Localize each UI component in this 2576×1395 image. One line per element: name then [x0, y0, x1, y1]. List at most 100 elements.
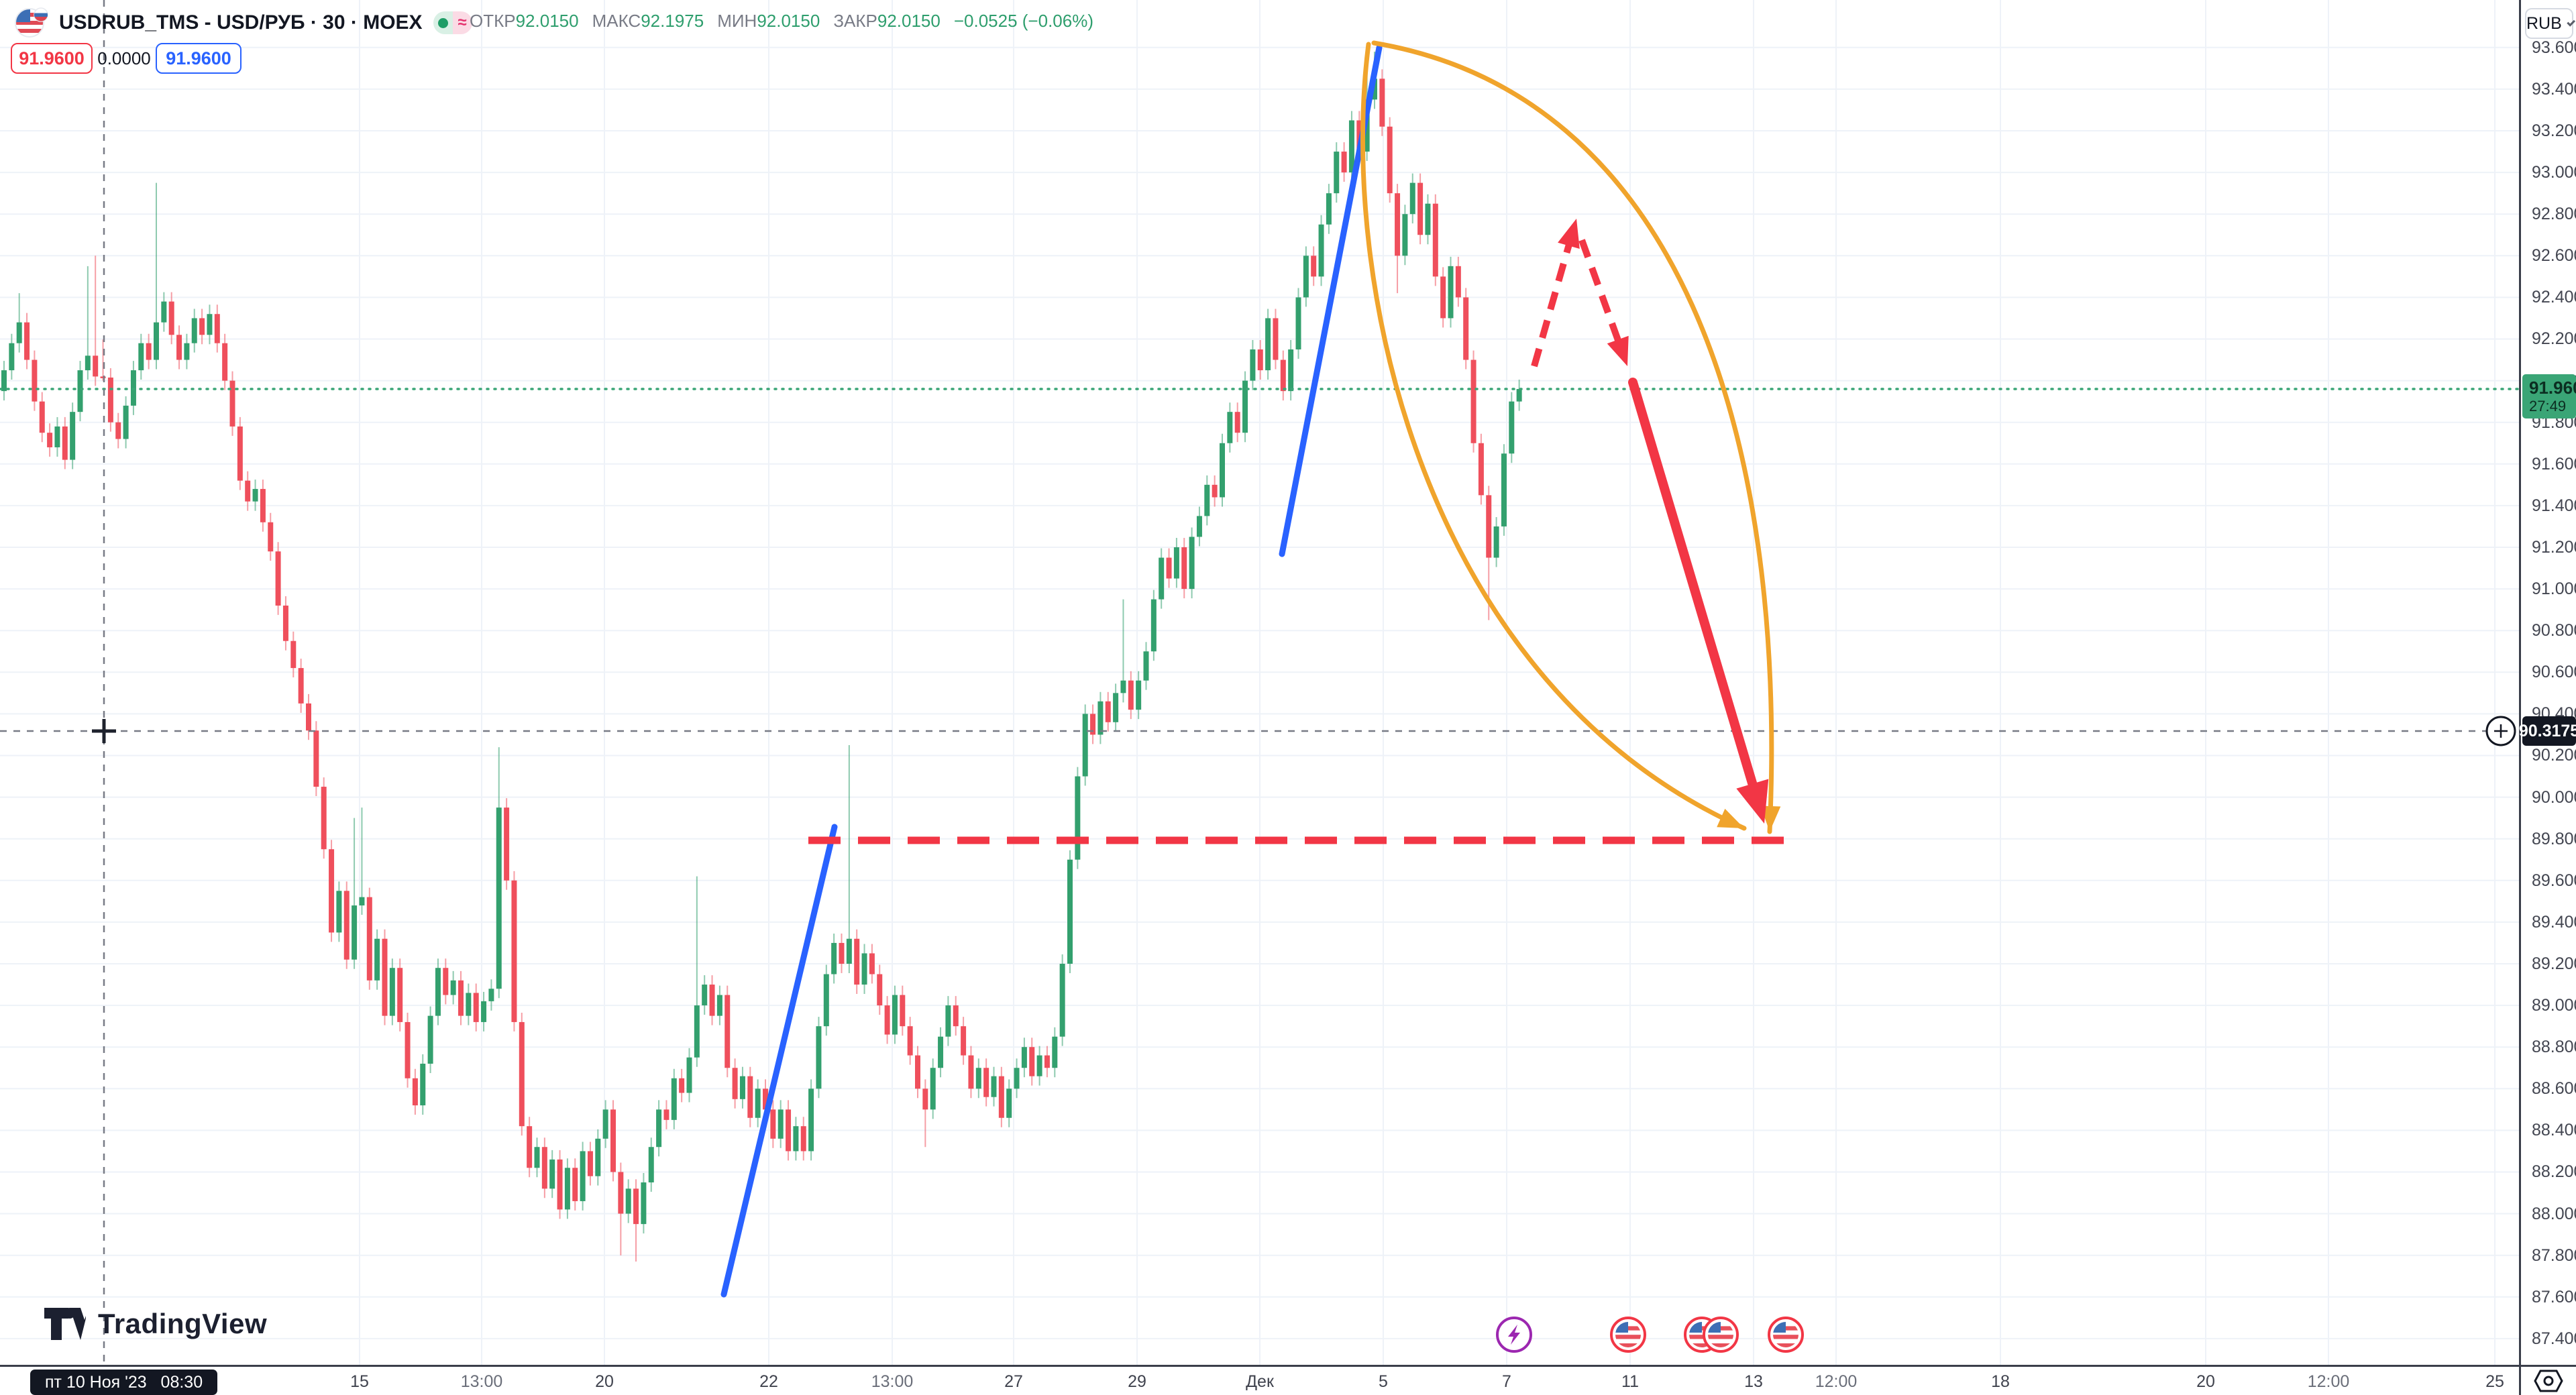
crosshair-time-value: пт 10 Ноя '23 08:30	[45, 1372, 203, 1392]
us-flag-event-icon[interactable]	[1703, 1317, 1739, 1353]
chart-pane[interactable]	[0, 0, 2519, 1365]
candles	[1, 52, 1522, 1262]
ellipse-left-arc[interactable]	[1360, 42, 1747, 831]
legend-item: МИН92.0150	[717, 11, 820, 31]
last-price-value: 91.9600	[2529, 378, 2576, 398]
last-price-badge[interactable]: 91.9600 27:49	[2522, 374, 2576, 418]
price-tick-label: 88.8000	[2532, 1038, 2576, 1057]
crosshair-price-badge: 90.3175	[2518, 716, 2576, 746]
time-tick-label: 13:00	[871, 1372, 914, 1391]
tradingview-logo-text: TradingView	[98, 1308, 268, 1339]
symbol-title[interactable]: USDRUB_TMS - USD/РУБ · 30 · MOEX	[59, 11, 423, 34]
trend-line-1[interactable]	[720, 824, 838, 1298]
time-tick-label: Дек	[1246, 1372, 1274, 1391]
symbol-flag-icon	[15, 7, 48, 38]
bar-countdown: 27:49	[2529, 398, 2567, 414]
time-tick-label: 27	[1004, 1372, 1023, 1391]
trade-buttons-row: 91.9600 0.0000 91.9600	[11, 43, 241, 74]
price-tick-label: 89.0000	[2532, 996, 2576, 1015]
price-scale-settings-icon[interactable]	[2534, 1370, 2563, 1392]
currency-selector-button[interactable]: RUB	[2525, 8, 2575, 39]
price-tick-label: 91.2000	[2532, 537, 2576, 557]
us-flag-event-icon[interactable]	[1610, 1317, 1646, 1353]
price-tick-label: 90.0000	[2532, 787, 2576, 807]
legend-item: МАКС92.1975	[592, 11, 704, 31]
time-tick-label: 25	[2485, 1372, 2504, 1391]
add-order-plus-button[interactable]	[2485, 716, 2516, 746]
price-tick-label: 87.8000	[2532, 1245, 2576, 1265]
time-tick-label: 7	[1502, 1372, 1511, 1391]
crosshair-cross-icon	[92, 719, 116, 743]
time-tick-label: 29	[1128, 1372, 1146, 1391]
axis-settings-corner[interactable]	[2519, 1365, 2576, 1395]
spread-value: 0.0000	[97, 48, 151, 68]
price-tick-label: 87.4000	[2532, 1329, 2576, 1348]
ellipse-left-arc-arrowhead	[1717, 808, 1744, 828]
tradingview-logo-icon	[44, 1308, 86, 1340]
time-tick-label: 18	[1991, 1372, 2010, 1391]
time-tick-label: 20	[595, 1372, 614, 1391]
chart-header: USDRUB_TMS - USD/РУБ · 30 · MOEX ≈	[15, 7, 472, 39]
ohlc-legend: ОТКР92.0150 МАКС92.1975 МИН92.0150 ЗАКР92.0…	[470, 11, 1093, 32]
price-tick-label: 89.8000	[2532, 829, 2576, 848]
candlestick-chart-canvas[interactable]	[0, 0, 2519, 1365]
time-tick-label: 13:00	[460, 1372, 503, 1391]
time-tick-label: 5	[1379, 1372, 1388, 1391]
price-tick-label: 89.2000	[2532, 954, 2576, 973]
market-status-toggle[interactable]: ≈	[433, 11, 472, 34]
approx-price-icon: ≈	[452, 11, 472, 34]
legend-item: ЗАКР92.0150	[833, 11, 941, 31]
time-tick-label: 11	[1621, 1372, 1639, 1391]
legend-item: ОТКР92.0150	[470, 11, 579, 31]
price-tick-label: 88.2000	[2532, 1162, 2576, 1182]
gridlines	[0, 0, 2519, 1365]
buy-button[interactable]: 91.9600	[156, 43, 241, 74]
price-tick-label: 93.0000	[2532, 163, 2576, 182]
zigzag-up-arrow-head	[1558, 219, 1580, 249]
price-tick-label: 93.2000	[2532, 121, 2576, 140]
economic-event-lightning-icon[interactable]	[1496, 1317, 1532, 1353]
price-tick-label: 90.8000	[2532, 621, 2576, 640]
price-tick-label: 93.4000	[2532, 79, 2576, 99]
time-tick-label: 15	[350, 1372, 369, 1391]
price-tick-label: 92.8000	[2532, 205, 2576, 224]
tradingview-logo[interactable]: TradingView	[43, 1306, 267, 1341]
price-tick-label: 88.4000	[2532, 1121, 2576, 1140]
sell-button[interactable]: 91.9600	[11, 43, 93, 74]
impulse-down-arrow[interactable]	[1628, 378, 1766, 816]
price-tick-label: 89.4000	[2532, 912, 2576, 932]
time-tick-label: 12:00	[1815, 1372, 1858, 1391]
price-tick-label: 90.2000	[2532, 746, 2576, 765]
impulse-down-arrowhead	[1736, 779, 1769, 824]
time-tick-label: 22	[759, 1372, 778, 1391]
price-tick-label: 91.0000	[2532, 579, 2576, 599]
ellipse-right-arc-arrowhead	[1760, 805, 1781, 832]
crosshair-price-value: 90.3175	[2518, 721, 2576, 740]
zigzag-down-arrow[interactable]	[1578, 239, 1627, 359]
ellipse-right-arc[interactable]	[1371, 40, 1774, 834]
currency-label: RUB	[2526, 13, 2562, 33]
price-tick-label: 91.4000	[2532, 496, 2576, 515]
zigzag-down-arrow-head	[1607, 335, 1629, 366]
price-tick-label: 92.2000	[2532, 329, 2576, 349]
crosshair-time-badge: пт 10 Ноя '23 08:30	[30, 1370, 218, 1395]
time-tick-label: 13	[1744, 1372, 1763, 1391]
us-flag-event-icon[interactable]	[1768, 1317, 1804, 1353]
time-axis[interactable]: 15 13:00 20 22 13:00 27 29 Дек 5 7 11 13 12:00 18 20 12…	[0, 1365, 2519, 1395]
legend-change: −0.0525 (−0.06%)	[953, 11, 1093, 31]
price-tick-label: 88.0000	[2532, 1204, 2576, 1223]
market-open-dot-icon	[433, 11, 453, 34]
chevron-down-icon	[2567, 17, 2575, 27]
price-tick-label: 92.4000	[2532, 288, 2576, 307]
time-tick-label: 20	[2196, 1372, 2215, 1391]
zigzag-up-arrow[interactable]	[1531, 227, 1577, 368]
